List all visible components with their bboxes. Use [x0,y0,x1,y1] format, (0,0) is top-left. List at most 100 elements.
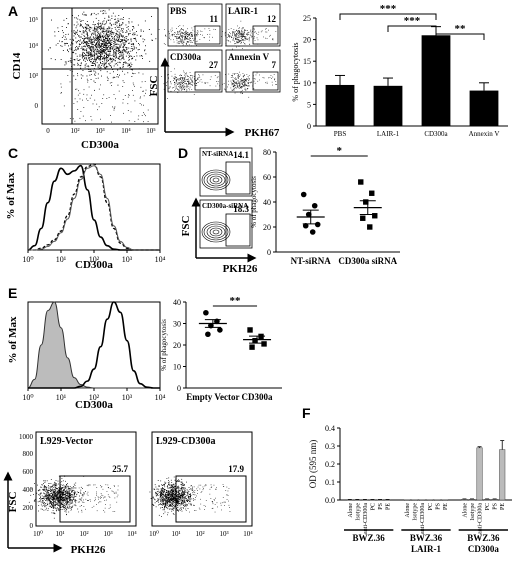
f-ytick-label: 0.2 [325,460,335,469]
panel-b: B PBS 11 LAIR-1 12 CD300a 27 Annexin V [148,3,281,139]
svg-text:10⁰: 10⁰ [33,530,43,538]
g-xticks-left: 10⁰ 10¹ 10² 10³ 10⁴ [33,530,137,538]
dot-point [367,224,373,230]
b-bar-category-label: CD300a [424,130,448,138]
f-ytick-label: 0.3 [325,442,335,451]
dot-point [311,202,318,209]
f-bar-10 [434,499,441,501]
dot-ytick-label: 30 [173,320,181,329]
f-ylabel: OD (595 nm) [308,440,318,489]
f-category-label: Alone [348,503,354,518]
panel-letter-f: F [302,405,311,421]
hist-xtick-label: 10¹ [56,393,67,402]
f-bar-9 [426,499,433,501]
f-group-label-2: LAIR-1 [411,544,442,554]
dot-point [369,190,375,196]
dot-ytick-label: 80 [263,148,271,157]
hist-xtick-label: 10⁴ [155,255,166,264]
panel-letter-a: A [8,3,18,19]
dot-point [309,229,316,235]
svg-text:10⁴: 10⁴ [243,530,253,538]
panel-a-frame [41,7,159,125]
f-bar-12 [461,499,468,501]
svg-text:10²: 10² [79,530,88,538]
a-ytick-0: 10⁵ [29,16,39,24]
dot-ytick-label: 10 [173,363,181,372]
panel-d-dot-plot: 0 20 40 60 80 % of phagocytosis NT-siRNA CD300a… [250,145,400,266]
dot-ytick-label: 40 [173,298,181,307]
b-facs-lair1: LAIR-1 12 [221,3,281,50]
svg-text:10³: 10³ [219,530,228,538]
dot-point [363,199,369,205]
dot-point [252,338,258,344]
f-category-label: PC [428,503,434,510]
f-bar-17 [499,449,506,501]
dot-category-label: NT-siRNA [291,256,332,266]
panel-c: C 10⁰ 10¹ 10² 10³ 10⁴ % of Max CD300a [5,145,166,271]
panel-letter-c: C [8,145,18,161]
b-facs-pct: 7 [272,60,277,70]
hist-xtick-label: 10⁰ [22,393,33,402]
b-bar-ytick-label: 10 [303,79,311,88]
c-ylabel: % of Max [5,172,17,220]
dot-point [217,327,223,333]
f-bar-13 [468,499,476,501]
b-bar-0 [325,84,355,126]
b-facs-label: CD300a [170,52,201,62]
f-category-label: PC [485,503,491,510]
a-xlabel: CD300a [81,139,119,151]
dot-point [358,179,364,185]
a-ylabel: CD14 [11,52,23,79]
a-xtick-1: 10² [70,127,79,135]
b-bar-sig-label: ** [455,23,467,35]
svg-text:800: 800 [23,450,34,458]
dot-point [305,211,312,218]
b-bar-category-label: Annexin V [469,130,500,138]
dot-category-label: Empty Vector [186,392,239,402]
a-ytick-3: 0 [35,102,39,110]
dot-ytick-label: 0 [177,384,181,393]
hist-series-1 [27,301,160,389]
f-bar-8 [419,499,426,501]
panel-d: D NT-siRNA 14.1 CD300a-siRNA 18.3 FSC PK… [178,145,258,275]
f-category-label: Alone [462,503,468,518]
e-xlabel: CD300a [75,399,113,411]
b-ylabel: FSC [148,76,160,97]
panel-f: F 0.00.10.20.30.4OD (595 nm)Alone Isotype… [302,405,512,554]
b-bar-category-label: LAIR-1 [377,130,400,138]
b-bar-ytick-label: 20 [303,36,311,45]
hist-series-0 [27,164,160,251]
g-xticks-right: 10⁰ 10¹ 10² 10³ 10⁴ [149,530,253,538]
svg-text:10⁰: 10⁰ [149,530,159,538]
f-bar-15 [484,499,491,501]
dot-ytick-label: 40 [263,198,271,207]
dot-point [261,341,267,347]
dot-ylabel: % of phagocytosis [250,176,258,228]
svg-text:0: 0 [30,522,34,530]
f-group-label: BWZ.36 [467,533,500,543]
b-bar-sig-label: *** [404,15,421,27]
b-bar-3 [469,90,499,126]
b-xlabel: PKH67 [245,127,280,139]
d-xlabel: PKH26 [223,263,258,275]
a-xtick-3: 10⁴ [121,127,131,135]
b-facs-pbs: PBS 11 [158,3,223,47]
hist-xtick-label: 10² [89,393,100,402]
b-bar-ylabel: % of phagocytosis [291,42,300,101]
svg-text:10³: 10³ [103,530,112,538]
panel-letter-e: E [8,285,17,301]
a-xtick-0: 0 [46,127,50,135]
d-contour-label: NT-siRNA [202,150,233,158]
hist-xtick-label: 10³ [122,255,133,264]
hist-xtick-label: 10³ [122,393,133,402]
b-bar-2 [421,35,451,126]
hist-xtick-label: 10⁰ [22,255,33,264]
dot-ytick-label: 0 [267,248,271,257]
g-plot-vector: L929-Vector 25.7 [28,431,137,527]
f-ytick-label: 0.4 [325,424,335,433]
dot-ytick-label: 60 [263,173,271,182]
b-bar-sig-label: *** [380,3,397,15]
f-category-label: PE [443,503,449,510]
g-plot-cd300a: L929-CD300a 17.9 [149,431,253,527]
